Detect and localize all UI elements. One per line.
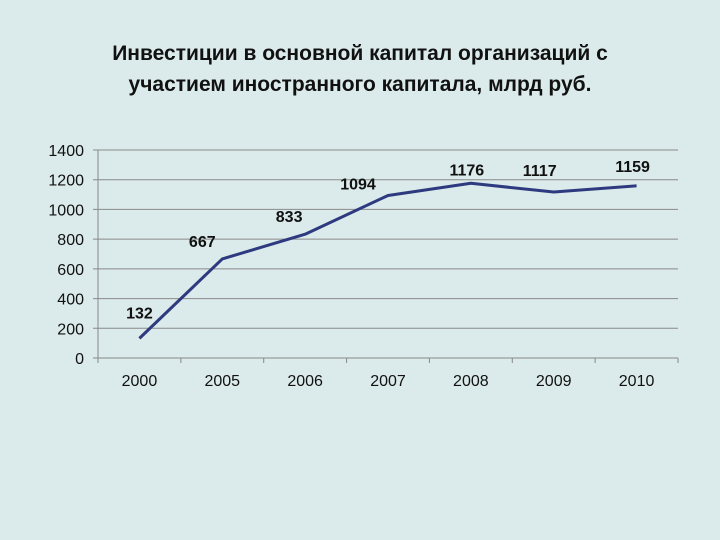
data-label: 132 (126, 305, 153, 322)
data-label: 1176 (449, 162, 484, 179)
y-tick-label: 600 (57, 262, 84, 279)
data-label: 667 (189, 234, 216, 251)
x-tick-label: 2005 (204, 373, 240, 390)
data-label: 1117 (523, 163, 557, 180)
y-tick-label: 800 (57, 232, 84, 249)
x-tick-label: 2009 (536, 373, 572, 390)
chart-title-line-2: участием иностранного капитала, млрд руб… (128, 73, 592, 96)
data-label: 1159 (615, 159, 650, 176)
y-tick-label: 1200 (48, 173, 84, 190)
x-tick-label: 2007 (370, 373, 406, 390)
x-tick-label: 2010 (619, 373, 655, 390)
x-tick-label: 2000 (122, 373, 158, 390)
y-tick-label: 1000 (48, 202, 84, 219)
x-tick-label: 2008 (453, 373, 489, 390)
y-tick-label: 1400 (48, 143, 84, 160)
y-tick-label: 200 (57, 321, 84, 338)
x-tick-label: 2006 (287, 373, 323, 390)
chart-title-line-1: Инвестиции в основной капитал организаци… (112, 42, 608, 65)
y-tick-label: 400 (57, 292, 84, 309)
data-label: 1094 (340, 176, 376, 193)
y-tick-label: 0 (75, 351, 84, 368)
data-line (138, 181, 637, 340)
chart-title: Инвестиции в основной капитал организаци… (0, 38, 720, 100)
data-label: 833 (276, 209, 303, 226)
